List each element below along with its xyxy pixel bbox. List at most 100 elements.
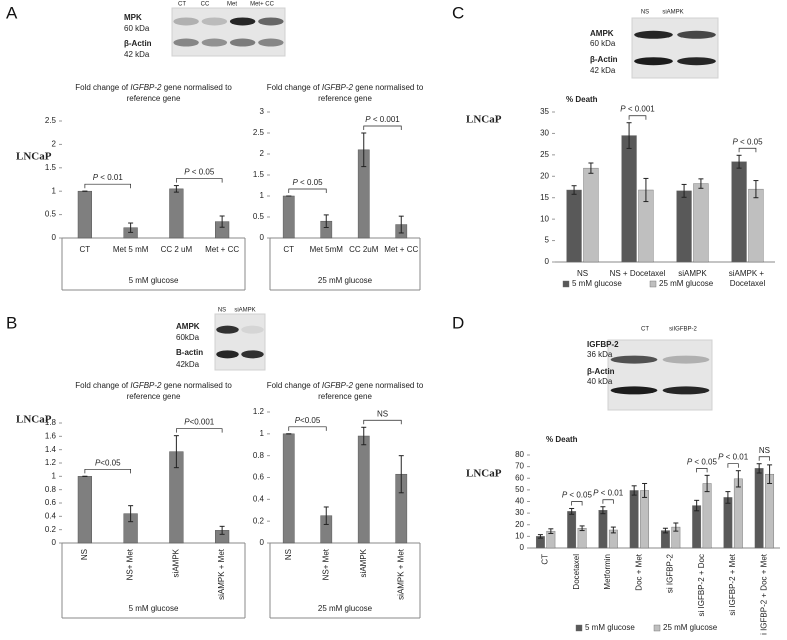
x-tick-label: siAMPK + Docetaxel [729, 269, 767, 288]
y-tick-label: 0.5 [253, 212, 265, 221]
significance-label: P<0.001 [184, 418, 215, 427]
y-tick-label: 20 [540, 171, 549, 180]
panel-label: B [6, 313, 17, 332]
blot-band [173, 17, 199, 26]
blot-band [677, 57, 716, 66]
x-axis-label: 5 mM glucose [129, 276, 179, 285]
bar [577, 528, 587, 549]
y-axis-label: % Death [546, 435, 578, 444]
legend-swatch [575, 624, 583, 632]
y-tick-label: 2.5 [45, 116, 57, 125]
y-tick-label: 0.6 [253, 473, 265, 482]
y-tick-label: 1.2 [253, 407, 265, 416]
y-tick-label: 2 [52, 140, 57, 149]
significance-bracket [738, 147, 757, 153]
y-tick-label: 1 [52, 471, 57, 480]
x-tick-label: Docetaxel [572, 554, 581, 590]
bar [566, 189, 582, 263]
y-tick-label: 50 [515, 485, 524, 494]
y-tick-label: 0 [545, 257, 550, 266]
lane-label: siAMPK [662, 10, 683, 16]
y-tick-label: 1 [52, 186, 57, 195]
y-tick-label: 0 [260, 233, 265, 242]
blot-band [173, 38, 199, 47]
x-tick-label: CT [541, 554, 550, 565]
bar [629, 490, 639, 549]
x-tick-label: CC 2 uM [161, 245, 193, 254]
x-tick-label: CT [80, 245, 91, 254]
x-tick-label: CC 2uM [349, 245, 379, 254]
blot-band [662, 386, 710, 395]
x-tick-label: siAMPK + Met [396, 548, 405, 600]
chart-title: reference gene [318, 94, 372, 103]
y-tick-label: 1.4 [45, 445, 57, 454]
lane-label: NS [641, 10, 649, 16]
significance-label: P < 0.001 [620, 105, 655, 114]
x-tick-label: si IGFBP-2 + Doc + Met [759, 553, 768, 635]
x-tick-label: NS [284, 549, 293, 560]
cell-line: LNCaP [16, 414, 52, 426]
chart-title: Fold change of IGFBP-2 gene normalised t… [267, 381, 424, 390]
y-tick-label: 30 [540, 129, 549, 138]
x-tick-label: siAMPK + Met [217, 548, 226, 600]
significance-label: P<0.05 [95, 458, 121, 467]
significance-label: P < 0.05 [184, 168, 215, 177]
legend-swatch [653, 624, 661, 632]
bar [583, 167, 599, 263]
bar [731, 161, 747, 263]
legend-swatch [649, 280, 657, 288]
blot-band [258, 38, 284, 47]
band-name: AMPK [590, 29, 614, 38]
lane-label: Met+ CC [250, 2, 275, 8]
blot-band [634, 30, 673, 39]
blot-band [201, 38, 228, 47]
y-tick-label: 1.2 [45, 458, 57, 467]
y-tick-label: 3 [260, 107, 265, 116]
significance-bracket [602, 499, 614, 504]
band-name: β-Actin [590, 55, 618, 64]
bar [733, 478, 743, 549]
significance-label: P < 0.05 [562, 491, 593, 500]
x-tick-label: si IGFBP-2 [666, 553, 675, 593]
y-tick-label: 0.8 [45, 485, 57, 494]
blot-band [634, 57, 673, 66]
significance-bracket [628, 115, 647, 120]
band-name: B-actin [176, 348, 203, 357]
band-size: 42 kDa [124, 50, 150, 59]
band-size: 60 kDa [124, 24, 150, 33]
x-tick-label: NS+ Met [126, 548, 135, 580]
y-tick-label: 1.8 [45, 418, 57, 427]
significance-label: P < 0.01 [593, 489, 624, 498]
significance-label: P < 0.05 [687, 457, 718, 466]
bar [357, 435, 370, 544]
chart-title: Fold change of IGFBP-2 gene normalised t… [75, 381, 232, 390]
y-tick-label: 0 [260, 538, 265, 547]
y-tick-label: 0.4 [45, 511, 57, 520]
y-tick-label: 25 [540, 150, 549, 159]
blot-image [631, 17, 719, 79]
chart-title: Fold change of IGFBP-2 gene normalised t… [75, 83, 232, 92]
x-tick-label: NS + Docetaxel [610, 269, 666, 278]
y-tick-label: 60 [515, 473, 524, 482]
lane-label: siIGFBP-2 [669, 327, 697, 333]
y-tick-label: 0.4 [253, 494, 265, 503]
significance-bracket [84, 468, 131, 474]
legend-swatch [562, 280, 570, 288]
significance-label: P < 0.01 [718, 453, 749, 462]
significance-bracket [696, 467, 708, 473]
y-tick-label: 2.5 [253, 128, 265, 137]
bar [77, 190, 92, 239]
band-name: IGFBP-2 [587, 340, 619, 349]
y-tick-label: 0 [52, 538, 57, 547]
blot-image [171, 7, 286, 57]
significance-bracket [288, 426, 327, 431]
significance-bracket [84, 183, 131, 189]
x-tick-label: NS [80, 549, 89, 560]
x-tick-label: si IGFBP-2 + Doc [697, 554, 706, 616]
bar [169, 188, 184, 239]
bar [748, 188, 764, 263]
blot-band [258, 17, 284, 26]
panel-label: D [452, 313, 464, 332]
bar [77, 476, 92, 544]
blot-image [607, 339, 713, 411]
